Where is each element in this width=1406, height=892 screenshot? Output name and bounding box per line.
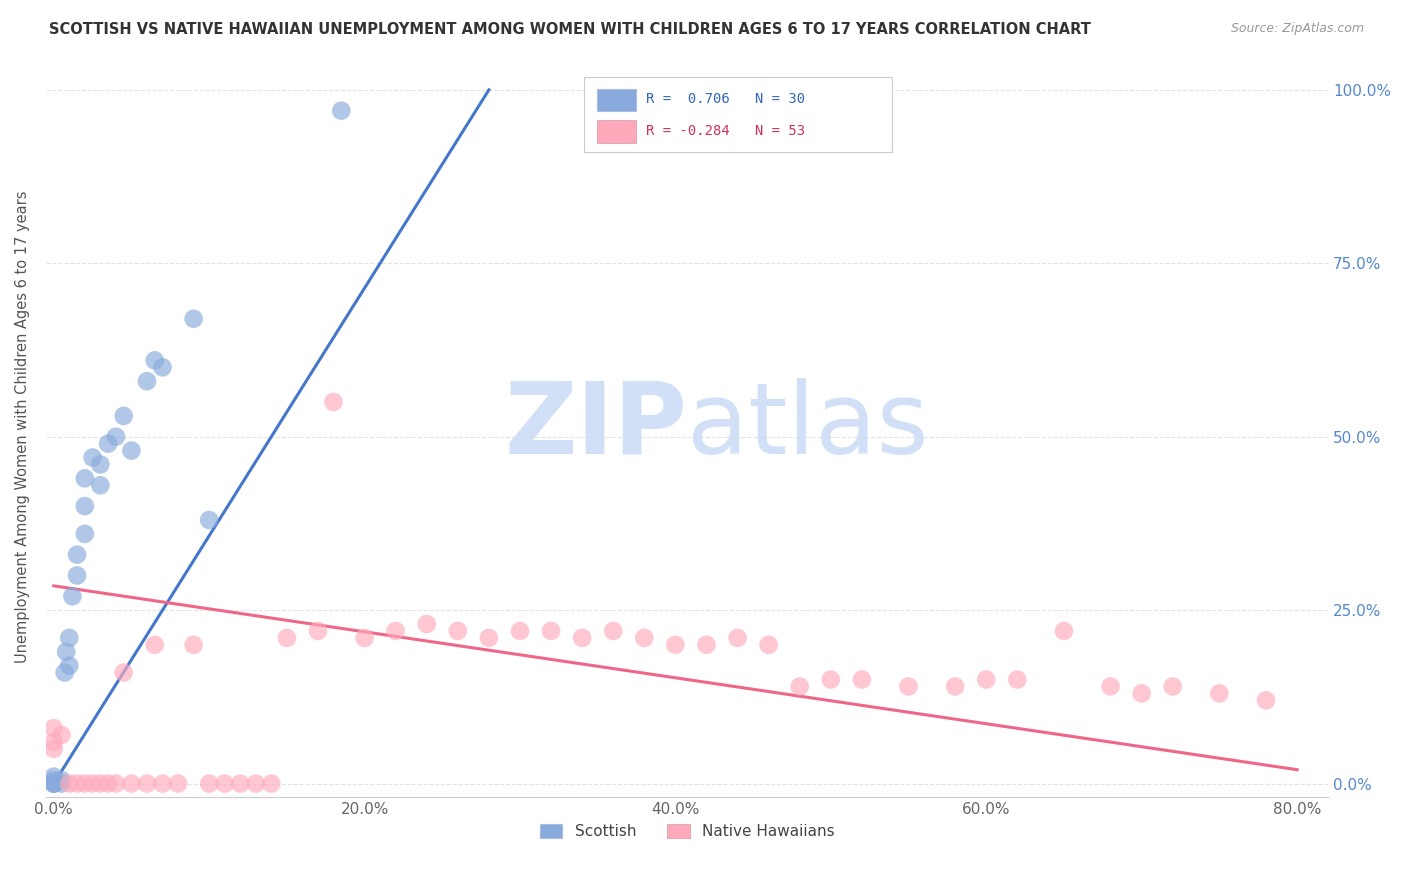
Point — [51, 773, 73, 788]
Point — [1053, 624, 1076, 638]
Point — [260, 776, 283, 790]
Point — [66, 568, 89, 582]
Legend: Scottish, Native Hawaiians: Scottish, Native Hawaiians — [533, 818, 841, 846]
Point — [66, 776, 89, 790]
Point — [42, 776, 65, 790]
Point — [42, 773, 65, 788]
Point — [97, 436, 120, 450]
Point — [416, 617, 439, 632]
Point — [82, 450, 104, 465]
Point — [198, 513, 221, 527]
Point — [97, 776, 120, 790]
Point — [82, 776, 104, 790]
Point — [851, 673, 873, 687]
Point — [322, 395, 344, 409]
Point — [112, 665, 135, 680]
Point — [53, 665, 76, 680]
Point — [974, 673, 997, 687]
Text: SCOTTISH VS NATIVE HAWAIIAN UNEMPLOYMENT AMONG WOMEN WITH CHILDREN AGES 6 TO 17 : SCOTTISH VS NATIVE HAWAIIAN UNEMPLOYMENT… — [49, 22, 1091, 37]
Point — [42, 721, 65, 735]
Point — [695, 638, 717, 652]
Point — [540, 624, 562, 638]
Point — [60, 589, 83, 603]
Point — [384, 624, 406, 638]
Point — [143, 353, 166, 368]
Point — [1007, 673, 1029, 687]
Point — [214, 776, 236, 790]
Point — [152, 360, 174, 375]
FancyBboxPatch shape — [598, 88, 636, 111]
Point — [245, 776, 267, 790]
Point — [571, 631, 593, 645]
Point — [42, 776, 65, 790]
Point — [73, 471, 96, 485]
Point — [789, 680, 811, 694]
FancyBboxPatch shape — [598, 120, 636, 143]
Point — [55, 645, 77, 659]
Point — [42, 742, 65, 756]
Point — [167, 776, 190, 790]
Point — [89, 478, 111, 492]
Point — [447, 624, 470, 638]
Point — [51, 728, 73, 742]
Point — [478, 631, 501, 645]
Point — [353, 631, 375, 645]
Point — [1130, 686, 1153, 700]
Point — [73, 499, 96, 513]
Text: R = -0.284   N = 53: R = -0.284 N = 53 — [645, 124, 806, 138]
Point — [198, 776, 221, 790]
Point — [73, 526, 96, 541]
Point — [51, 776, 73, 790]
Point — [602, 624, 624, 638]
Point — [307, 624, 329, 638]
Point — [58, 631, 80, 645]
Point — [727, 631, 749, 645]
Point — [183, 311, 205, 326]
Point — [42, 776, 65, 790]
Point — [73, 776, 96, 790]
Point — [42, 770, 65, 784]
Text: R =  0.706   N = 30: R = 0.706 N = 30 — [645, 92, 806, 106]
Point — [758, 638, 780, 652]
Point — [509, 624, 531, 638]
Point — [276, 631, 298, 645]
Point — [633, 631, 655, 645]
Point — [136, 374, 159, 388]
Point — [820, 673, 842, 687]
Point — [120, 776, 142, 790]
Text: Source: ZipAtlas.com: Source: ZipAtlas.com — [1230, 22, 1364, 36]
Point — [897, 680, 920, 694]
Point — [152, 776, 174, 790]
Point — [664, 638, 686, 652]
Point — [66, 548, 89, 562]
Text: atlas: atlas — [688, 378, 929, 475]
Point — [112, 409, 135, 423]
Point — [943, 680, 966, 694]
FancyBboxPatch shape — [585, 78, 893, 152]
Point — [330, 103, 353, 118]
Point — [58, 776, 80, 790]
Point — [58, 658, 80, 673]
Point — [1254, 693, 1277, 707]
Y-axis label: Unemployment Among Women with Children Ages 6 to 17 years: Unemployment Among Women with Children A… — [15, 190, 30, 663]
Point — [1161, 680, 1184, 694]
Point — [89, 776, 111, 790]
Point — [89, 458, 111, 472]
Point — [143, 638, 166, 652]
Point — [120, 443, 142, 458]
Point — [183, 638, 205, 652]
Point — [42, 735, 65, 749]
Point — [104, 776, 127, 790]
Point — [229, 776, 252, 790]
Text: ZIP: ZIP — [505, 378, 688, 475]
Point — [104, 430, 127, 444]
Point — [136, 776, 159, 790]
Point — [1208, 686, 1230, 700]
Point — [1099, 680, 1122, 694]
